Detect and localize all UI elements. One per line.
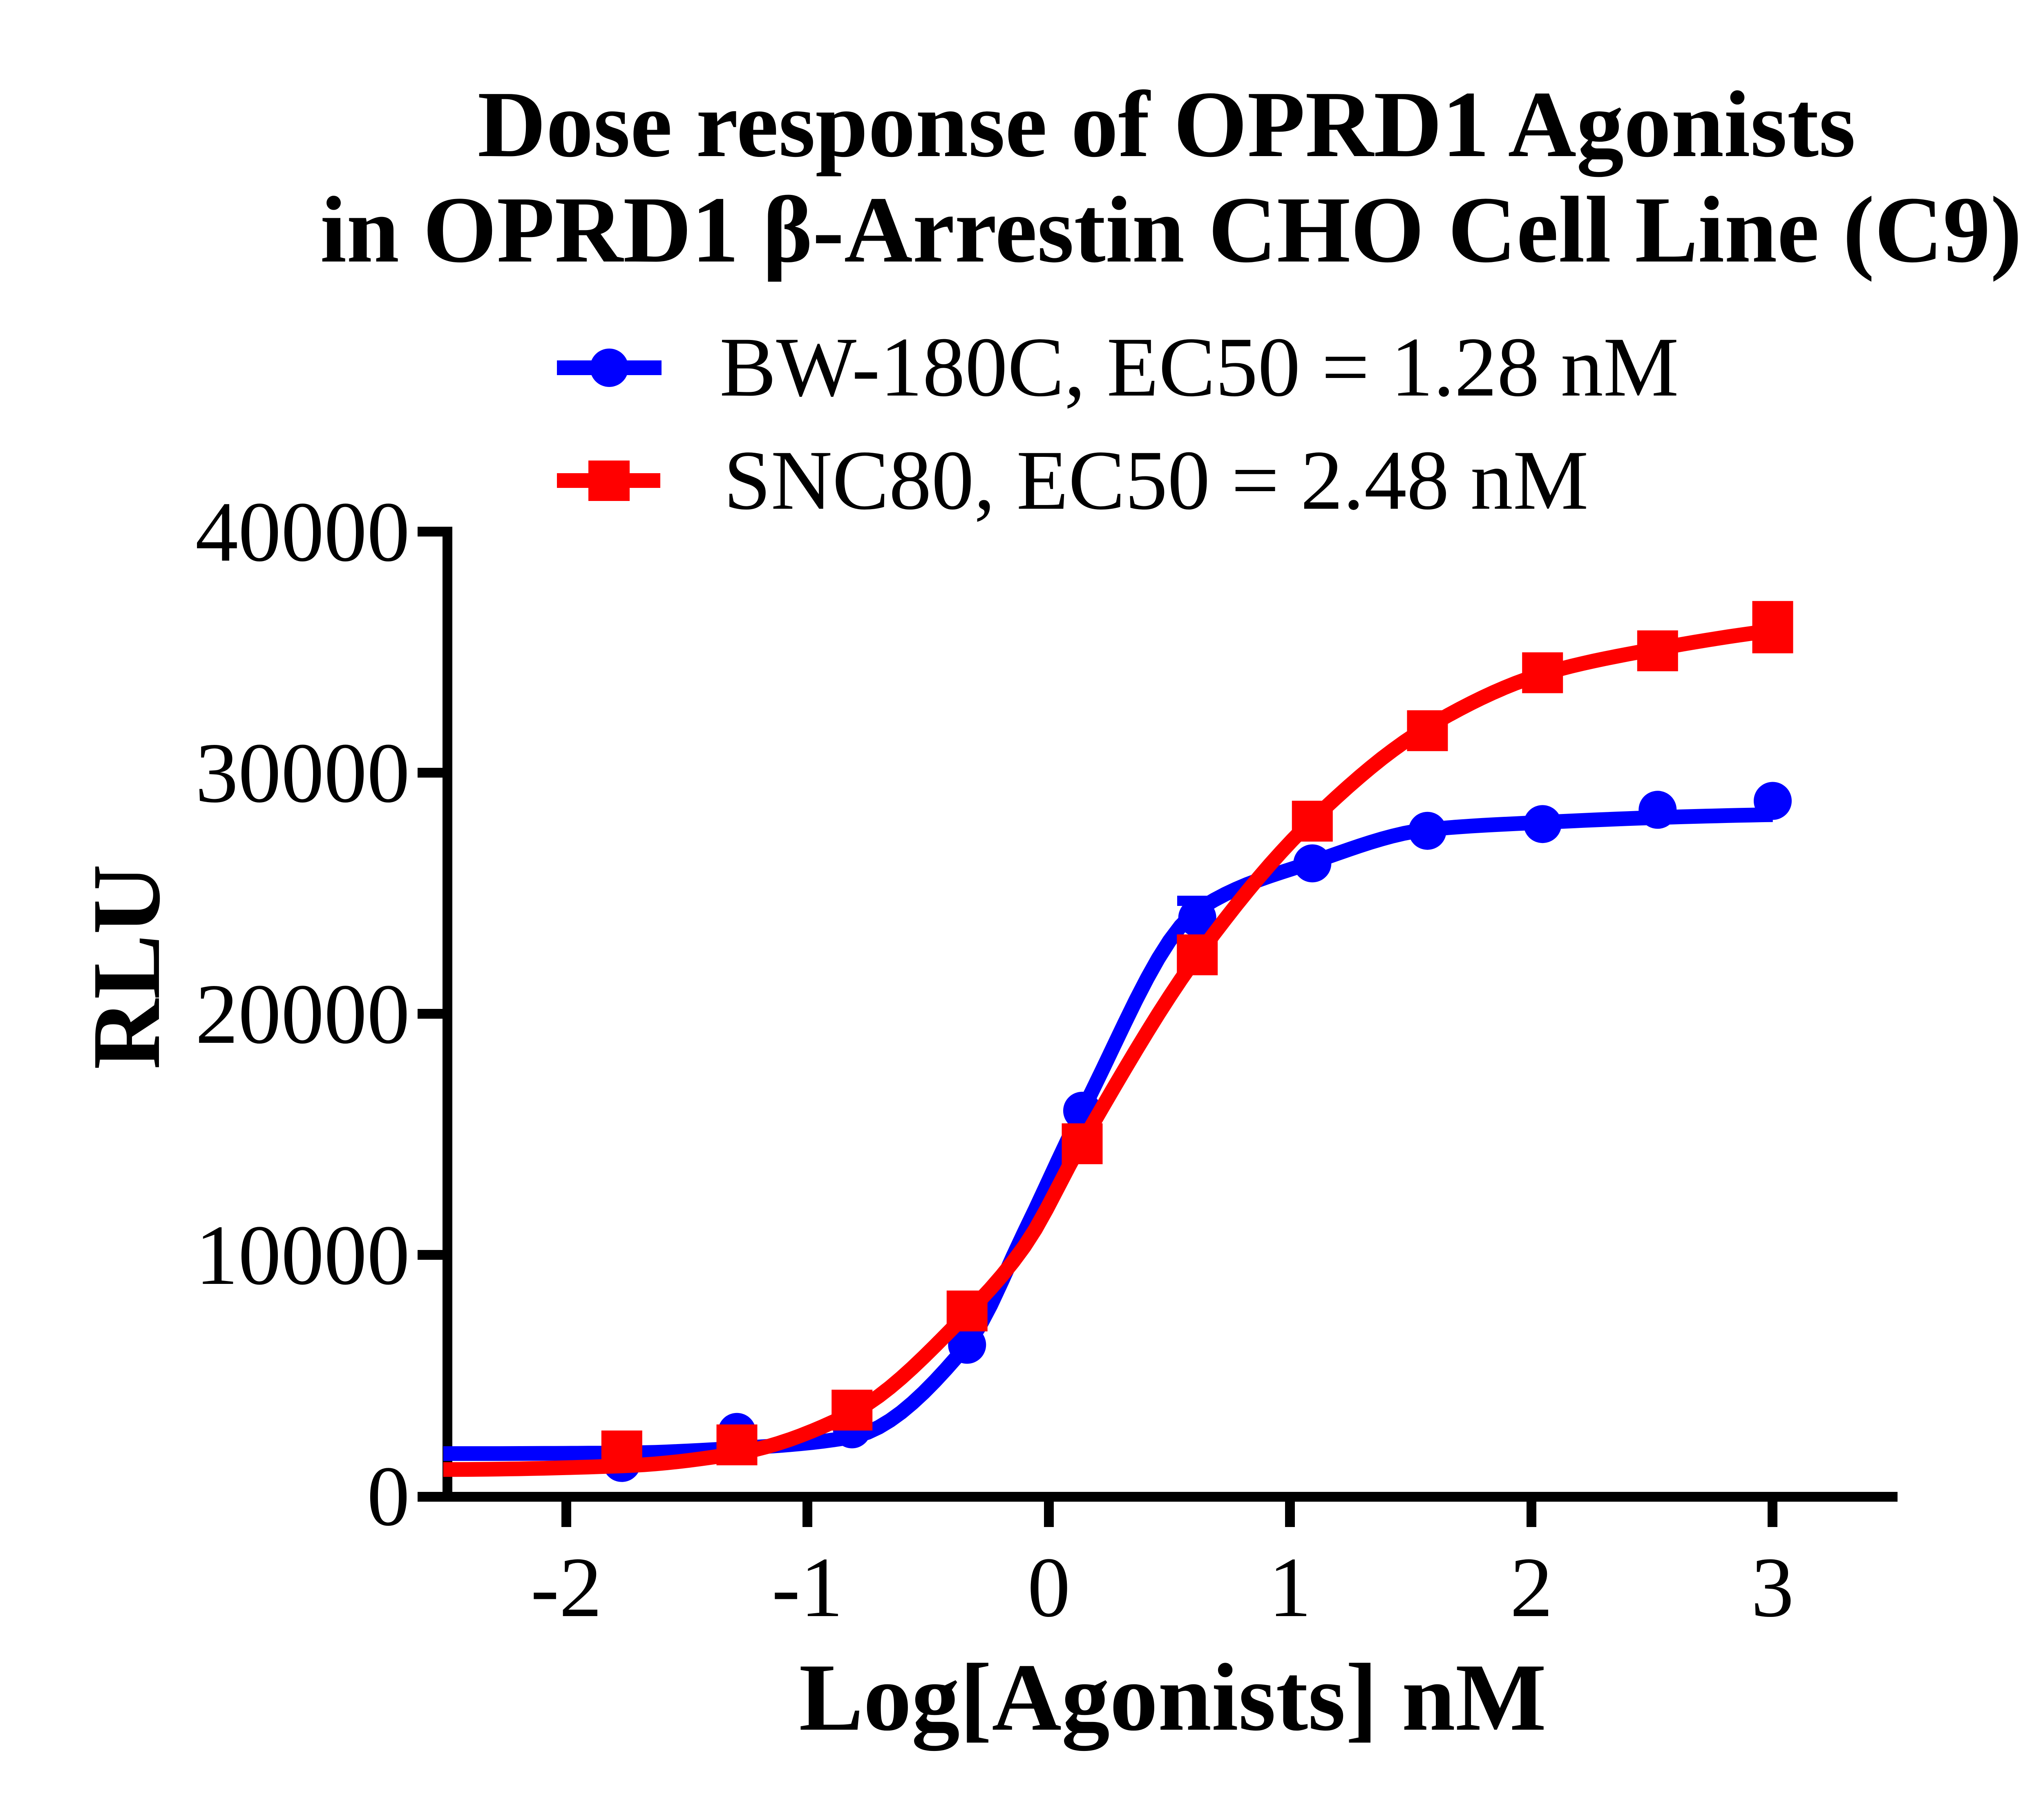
svg-text:20000: 20000 xyxy=(195,967,410,1062)
svg-text:30000: 30000 xyxy=(195,726,410,821)
svg-text:3: 3 xyxy=(1751,1540,1794,1635)
svg-text:RLU: RLU xyxy=(73,864,180,1070)
svg-text:1: 1 xyxy=(1269,1540,1312,1635)
svg-text:0: 0 xyxy=(367,1449,410,1544)
svg-text:2: 2 xyxy=(1510,1540,1553,1635)
svg-text:40000: 40000 xyxy=(195,485,410,579)
svg-text:0: 0 xyxy=(1028,1540,1071,1635)
svg-text:Log[Agonists] nM: Log[Agonists] nM xyxy=(799,1644,1546,1751)
svg-text:SNC80, EC50 = 2.48 nM: SNC80, EC50 = 2.48 nM xyxy=(724,433,1589,527)
svg-text:-1: -1 xyxy=(772,1540,843,1635)
svg-text:BW-180C, EC50 = 1.28 nM: BW-180C, EC50 = 1.28 nM xyxy=(720,320,1679,414)
svg-text:10000: 10000 xyxy=(195,1208,410,1303)
svg-text:in OPRD1 β-Arrestin CHO Cell L: in OPRD1 β-Arrestin CHO Cell Line (C9) xyxy=(320,177,2022,282)
svg-text:-2: -2 xyxy=(531,1540,602,1635)
svg-text:Dose response of OPRD1 Agonist: Dose response of OPRD1 Agonists xyxy=(478,72,1856,177)
